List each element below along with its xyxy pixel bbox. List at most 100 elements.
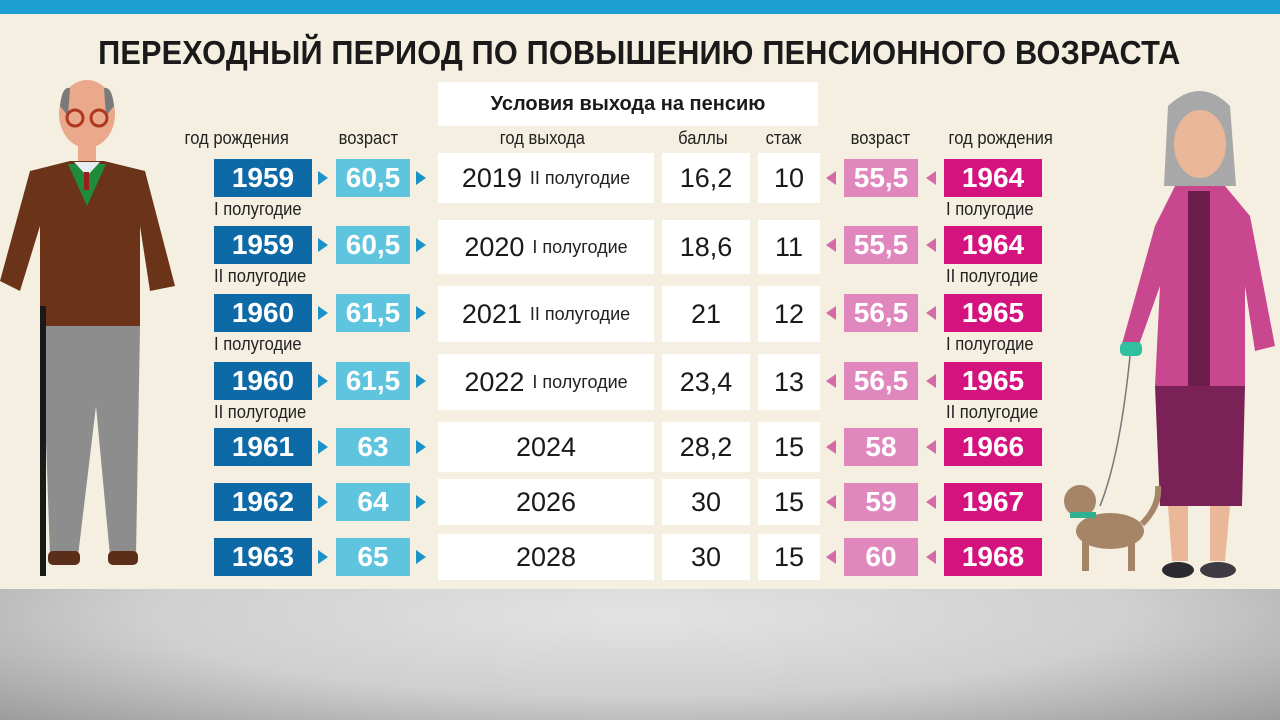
experience: 15: [758, 479, 820, 525]
female-birth-year: 1965: [944, 294, 1042, 332]
top-accent-bar: [0, 0, 1280, 14]
conditions-label: Условия выхода на пенсию: [438, 82, 818, 126]
exit-half-year: II полугодие: [529, 167, 631, 188]
female-age: 55,5: [844, 226, 918, 264]
male-half-year: II полугодие: [214, 402, 307, 422]
exit-year: 2026: [438, 479, 654, 525]
experience: 12: [758, 286, 820, 342]
arrow-right-icon: [318, 440, 328, 454]
exit-year-value: 2026: [515, 486, 577, 517]
exit-half-year: II полугодие: [529, 303, 631, 324]
points: 18,6: [662, 220, 750, 274]
arrow-right-icon: [416, 171, 426, 185]
male-birth-year: 1959: [214, 226, 312, 264]
male-age: 60,5: [336, 159, 410, 197]
exit-year: 2020 I полугодие: [438, 220, 654, 274]
exit-half-year: I полугодие: [532, 371, 628, 392]
female-birth-year: 1967: [944, 483, 1042, 521]
exit-year: 2028: [438, 534, 654, 580]
arrow-left-icon: [926, 440, 936, 454]
arrow-left-icon: [826, 440, 836, 454]
arrow-right-icon: [416, 550, 426, 564]
female-birth-year: 1968: [944, 538, 1042, 576]
exit-year: 2021 II полугодие: [438, 286, 654, 342]
arrow-right-icon: [416, 306, 426, 320]
exit-year-value: 2028: [515, 541, 577, 572]
header-male-age: возраст: [338, 128, 399, 148]
female-age: 55,5: [844, 159, 918, 197]
male-age: 61,5: [336, 362, 410, 400]
male-half-year: I полугодие: [214, 334, 302, 354]
female-half-year: II полугодие: [946, 266, 1039, 286]
arrow-left-icon: [926, 495, 936, 509]
arrow-right-icon: [416, 495, 426, 509]
exit-year-value: 2022: [464, 366, 525, 397]
header-exit-year: год выхода: [499, 128, 586, 148]
page-title: ПЕРЕХОДНЫЙ ПЕРИОД ПО ПОВЫШЕНИЮ ПЕНСИОННО…: [98, 34, 1181, 71]
elderly-woman-with-dog-illustration: [1064, 91, 1275, 578]
female-birth-year: 1966: [944, 428, 1042, 466]
arrow-right-icon: [318, 550, 328, 564]
points: 30: [662, 534, 750, 580]
female-age: 56,5: [844, 294, 918, 332]
arrow-left-icon: [826, 238, 836, 252]
header-experience: стаж: [765, 128, 802, 148]
male-age: 60,5: [336, 226, 410, 264]
exit-year: 2022 I полугодие: [438, 354, 654, 410]
arrow-left-icon: [926, 374, 936, 388]
female-birth-year: 1965: [944, 362, 1042, 400]
exit-half-year: I полугодие: [532, 236, 628, 257]
male-birth-year: 1963: [214, 538, 312, 576]
experience: 11: [758, 220, 820, 274]
experience: 15: [758, 534, 820, 580]
points: 16,2: [662, 153, 750, 203]
points: 30: [662, 479, 750, 525]
arrow-right-icon: [318, 374, 328, 388]
exit-year-value: 2020: [464, 231, 525, 262]
arrow-left-icon: [926, 550, 936, 564]
male-age: 61,5: [336, 294, 410, 332]
points: 21: [662, 286, 750, 342]
experience: 10: [758, 153, 820, 203]
arrow-right-icon: [416, 374, 426, 388]
experience: 15: [758, 422, 820, 472]
female-half-year: I полугодие: [946, 334, 1034, 354]
arrow-left-icon: [826, 306, 836, 320]
exit-year-value: 2024: [515, 431, 577, 462]
exit-year: 2024: [438, 422, 654, 472]
arrow-left-icon: [826, 374, 836, 388]
infographic: ПЕРЕХОДНЫЙ ПЕРИОД ПО ПОВЫШЕНИЮ ПЕНСИОННО…: [0, 14, 1280, 589]
header-female-birth-year: год рождения: [948, 128, 1053, 148]
arrow-right-icon: [416, 238, 426, 252]
arrow-right-icon: [416, 440, 426, 454]
female-age: 59: [844, 483, 918, 521]
male-birth-year: 1961: [214, 428, 312, 466]
female-birth-year: 1964: [944, 159, 1042, 197]
arrow-right-icon: [318, 495, 328, 509]
male-age: 65: [336, 538, 410, 576]
arrow-left-icon: [826, 550, 836, 564]
arrow-right-icon: [318, 238, 328, 252]
arrow-right-icon: [318, 306, 328, 320]
points: 23,4: [662, 354, 750, 410]
arrow-left-icon: [926, 238, 936, 252]
female-age: 58: [844, 428, 918, 466]
male-birth-year: 1959: [214, 159, 312, 197]
arrow-left-icon: [926, 306, 936, 320]
gray-backdrop: [0, 589, 1280, 720]
male-birth-year: 1960: [214, 294, 312, 332]
male-age: 64: [336, 483, 410, 521]
male-age: 63: [336, 428, 410, 466]
male-birth-year: 1960: [214, 362, 312, 400]
male-half-year: II полугодие: [214, 266, 307, 286]
male-half-year: I полугодие: [214, 199, 302, 219]
arrow-left-icon: [826, 171, 836, 185]
points: 28,2: [662, 422, 750, 472]
exit-year-value: 2021: [461, 298, 522, 329]
male-birth-year: 1962: [214, 483, 312, 521]
arrow-left-icon: [926, 171, 936, 185]
arrow-left-icon: [826, 495, 836, 509]
exit-year-value: 2019: [461, 162, 522, 193]
female-age: 56,5: [844, 362, 918, 400]
header-points: баллы: [678, 128, 728, 148]
